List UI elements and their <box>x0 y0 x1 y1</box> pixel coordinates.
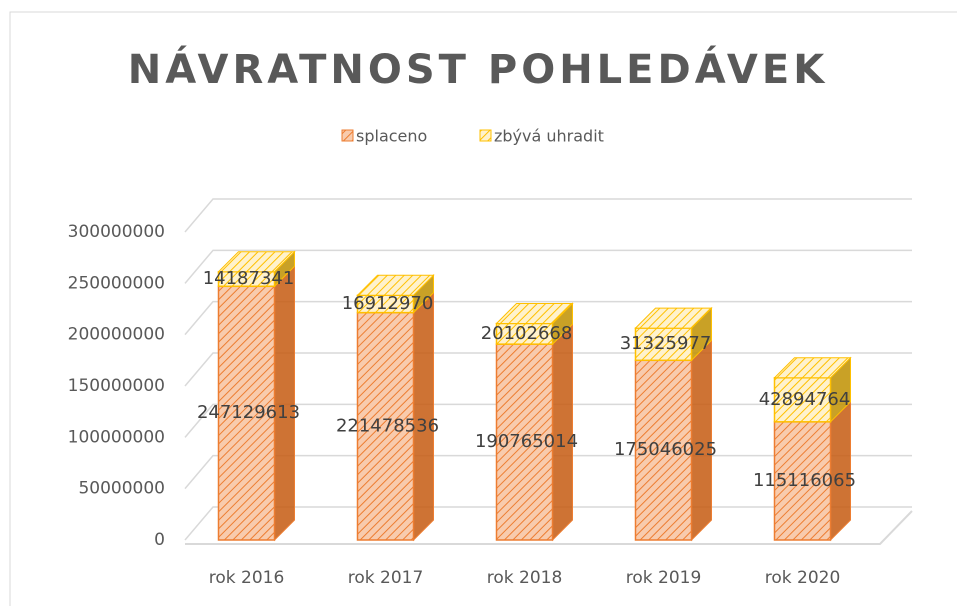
y-tick-label: 200000000 <box>68 325 165 345</box>
bar-top <box>217 251 296 273</box>
data-label: 115116065 <box>753 470 856 491</box>
data-label: 31325977 <box>620 333 712 354</box>
y-tick-label: 0 <box>154 530 165 550</box>
y-tick-label: 100000000 <box>68 427 165 447</box>
x-tick-label: rok 2020 <box>765 568 841 588</box>
bar <box>217 285 276 541</box>
bar <box>634 359 693 541</box>
data-label: 16912970 <box>342 293 434 314</box>
x-tick-label: rok 2017 <box>348 568 424 588</box>
chart-border <box>9 11 957 606</box>
bar <box>495 343 554 541</box>
legend-swatch <box>479 129 492 142</box>
grid-line <box>184 249 912 284</box>
data-label: 20102668 <box>481 323 573 344</box>
floor-edge <box>185 510 913 545</box>
legend-swatch <box>341 129 354 142</box>
bar-top <box>356 274 435 296</box>
data-label: 247129613 <box>197 402 300 423</box>
y-tick-label: 150000000 <box>68 376 165 396</box>
bar-top <box>495 303 574 325</box>
legend-label: splaceno <box>356 127 427 146</box>
data-label: 190765014 <box>475 431 578 452</box>
chart-title: NÁVRATNOST POHLEDÁVEK <box>128 45 828 93</box>
bar <box>634 327 693 362</box>
x-tick-label: rok 2018 <box>487 568 563 588</box>
y-tick-label: 50000000 <box>78 479 165 499</box>
grid-line <box>184 300 912 336</box>
bar <box>773 377 832 423</box>
grid-line <box>184 198 912 233</box>
y-tick-label: 250000000 <box>68 273 165 293</box>
data-label: 175046025 <box>614 439 717 460</box>
legend-label: zbývá uhradit <box>494 127 604 146</box>
data-label: 14187341 <box>203 268 295 289</box>
y-tick-label: 300000000 <box>68 222 165 242</box>
data-label: 221478536 <box>336 415 439 436</box>
x-tick-label: rok 2019 <box>626 568 702 588</box>
bar-top <box>634 307 713 329</box>
bar <box>773 421 832 541</box>
bar-top <box>773 357 852 379</box>
data-label: 42894764 <box>759 389 851 410</box>
x-tick-label: rok 2016 <box>209 568 285 588</box>
